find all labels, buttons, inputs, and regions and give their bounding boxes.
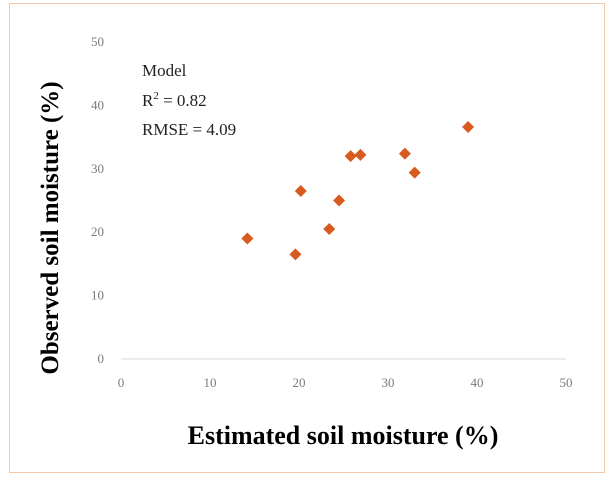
data-point	[323, 223, 336, 236]
x-tick-label: 10	[204, 375, 217, 390]
data-point	[408, 166, 421, 179]
r-squared-superscript: 2	[153, 90, 159, 102]
data-point	[354, 148, 367, 161]
data-point	[398, 147, 411, 160]
data-point	[462, 120, 475, 133]
r-squared-label: R2 = 0.82	[142, 90, 207, 110]
y-tick-label: 40	[91, 97, 104, 112]
chart-frame	[9, 3, 605, 473]
y-tick-label: 10	[91, 288, 104, 303]
data-points	[241, 120, 475, 261]
data-point	[344, 150, 357, 163]
x-tick-label: 0	[118, 375, 125, 390]
x-tick-label: 50	[560, 375, 573, 390]
data-point	[333, 194, 346, 207]
x-tick-label: 30	[382, 375, 395, 390]
r-squared-prefix: R	[142, 91, 154, 110]
rmse-label: RMSE = 4.09	[142, 120, 236, 139]
x-axis-title: Estimated soil moisture (%)	[188, 421, 499, 450]
data-point	[294, 184, 307, 197]
model-label: Model	[142, 61, 187, 80]
r-squared-value: = 0.82	[159, 91, 207, 110]
y-axis-title: Observed soil moisture (%)	[37, 81, 64, 374]
x-tick-label: 20	[293, 375, 306, 390]
x-tick-label: 40	[471, 375, 484, 390]
x-tick-labels: 0 10 20 30 40 50	[118, 375, 573, 390]
y-tick-label: 30	[91, 161, 104, 176]
data-point	[241, 232, 254, 245]
y-tick-label: 0	[98, 351, 105, 366]
y-tick-label: 50	[91, 34, 104, 49]
data-point	[289, 248, 302, 261]
y-tick-label: 20	[91, 224, 104, 239]
y-tick-labels: 0 10 20 30 40 50	[91, 34, 104, 366]
